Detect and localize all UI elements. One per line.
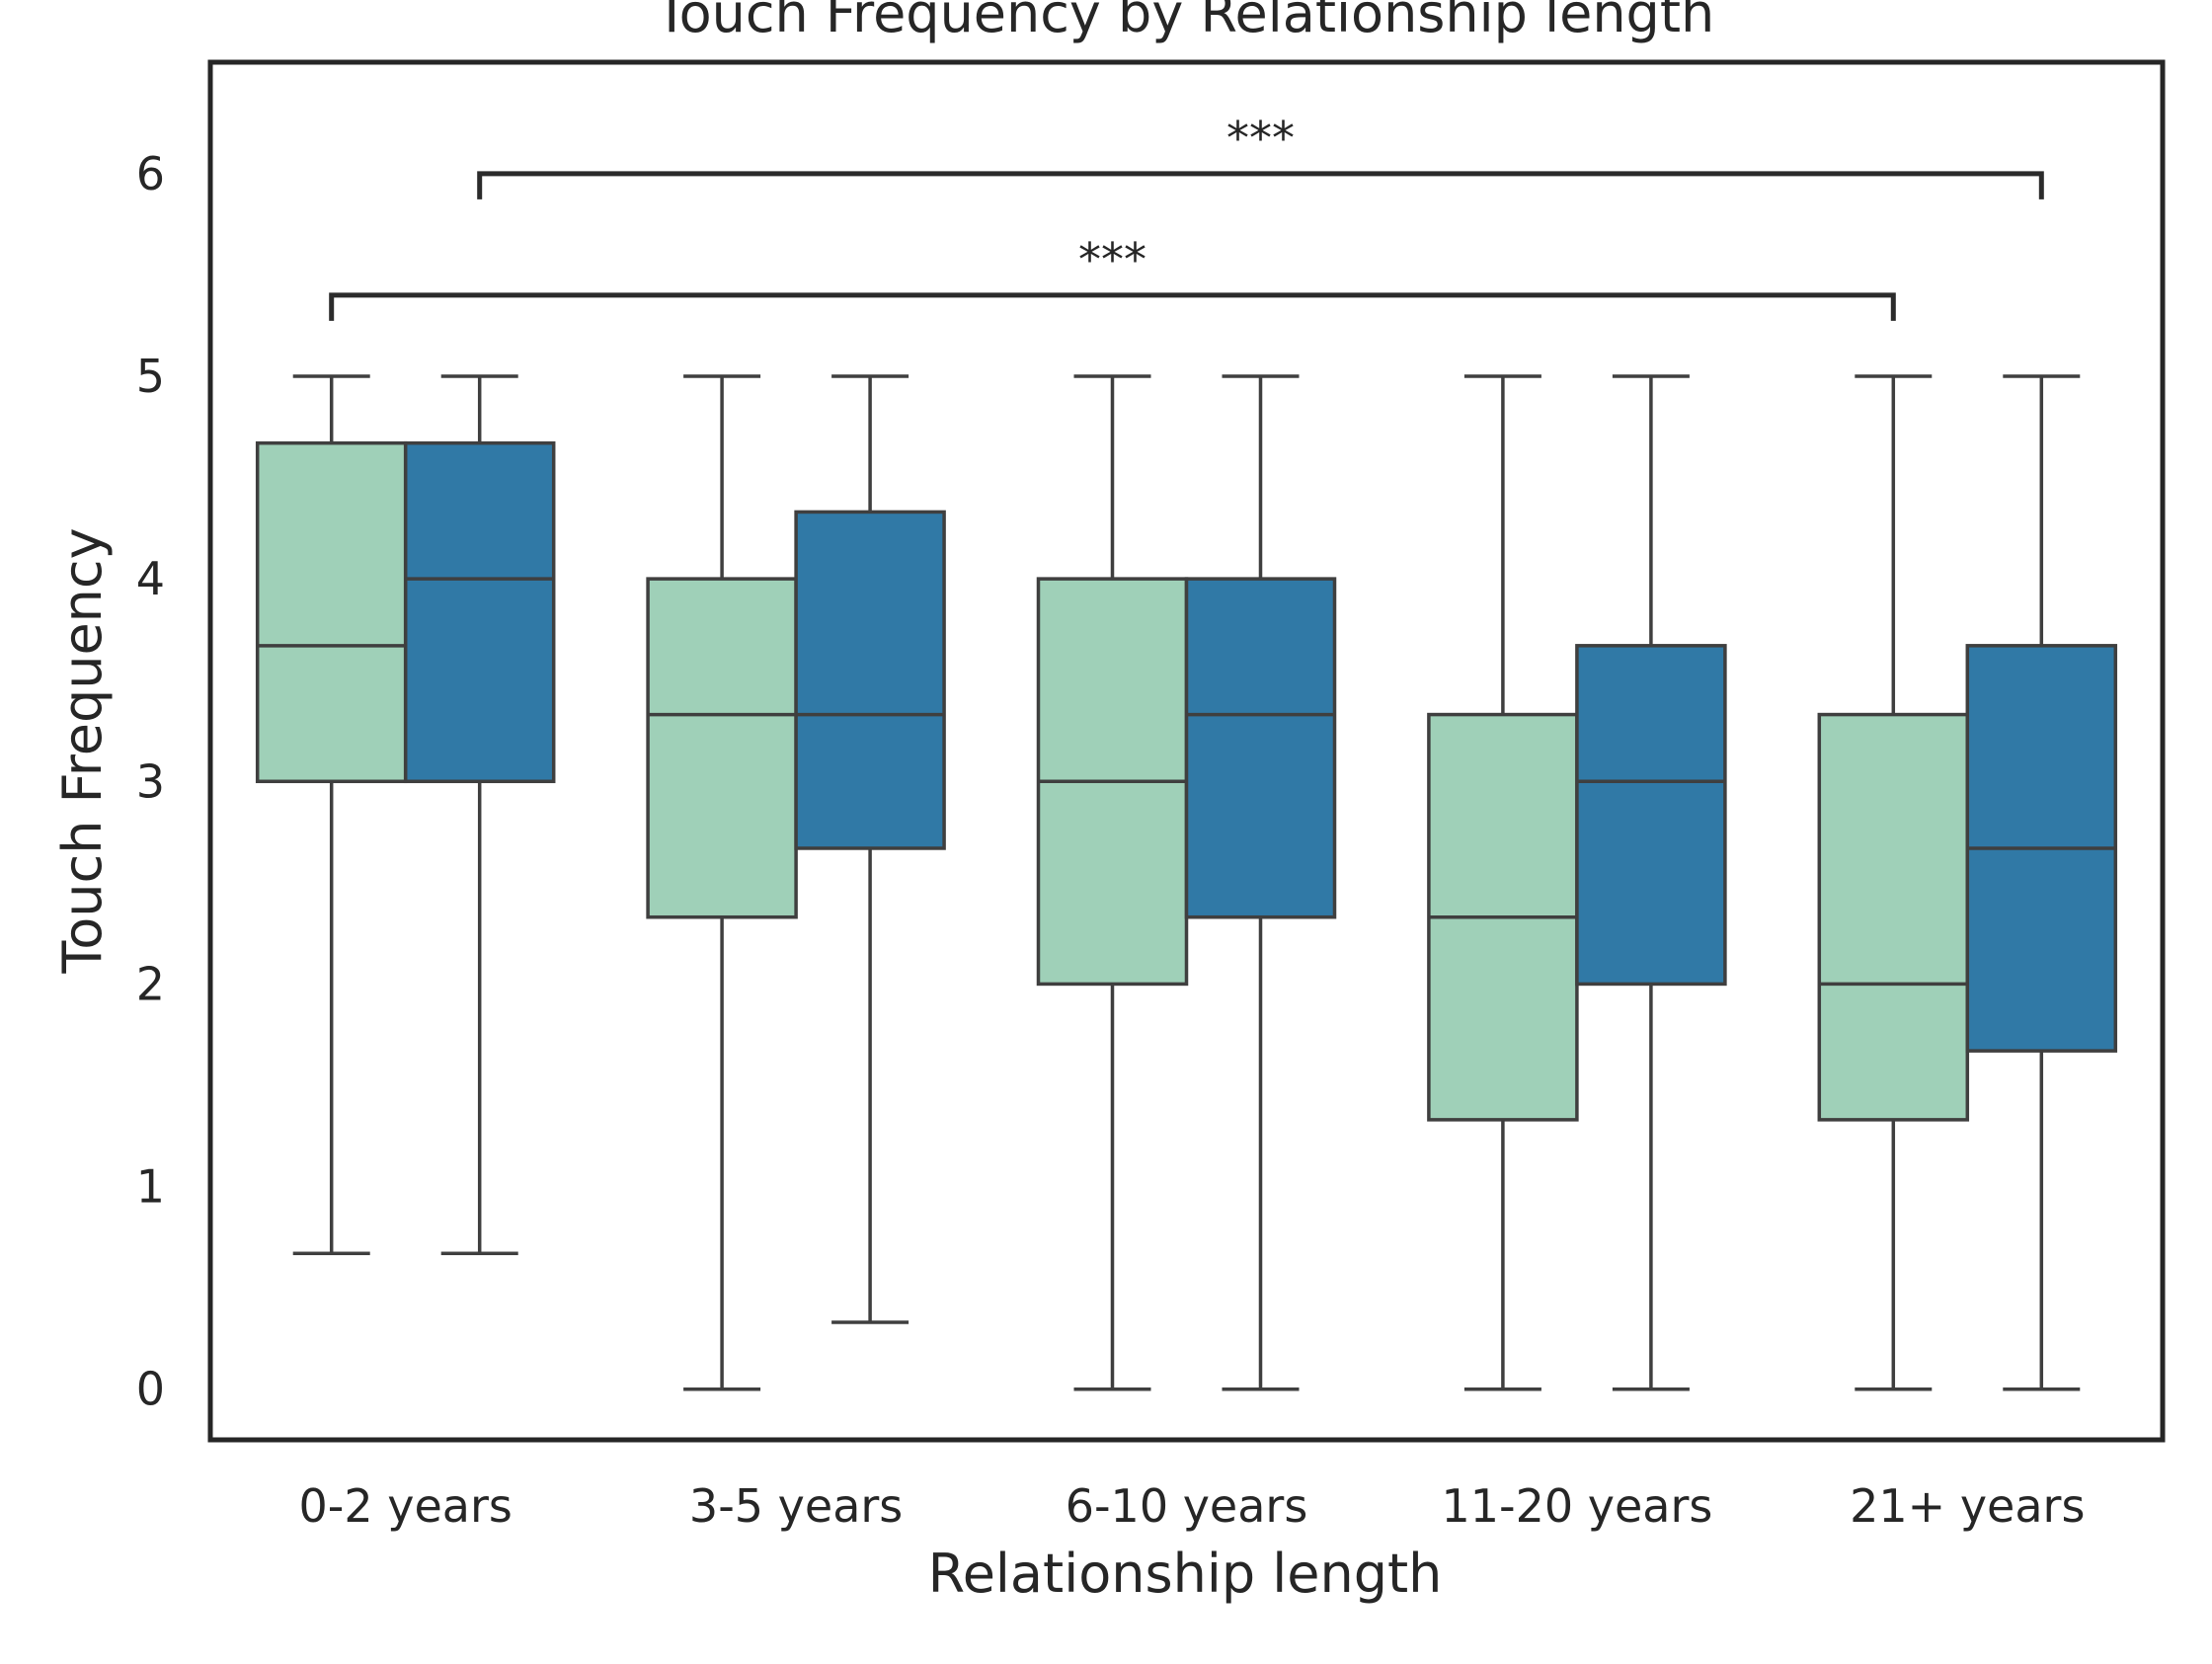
box	[255, 440, 408, 784]
box	[794, 510, 946, 850]
y-tick-label: 0	[136, 1363, 165, 1416]
x-tick-label: 6-10 years	[1066, 1479, 1308, 1533]
significance-bracket	[477, 171, 2044, 199]
y-tick-label: 5	[136, 350, 165, 403]
box	[1817, 712, 1970, 1122]
x-tick-label: 0-2 years	[299, 1479, 513, 1533]
box	[646, 577, 798, 919]
y-tick-label: 3	[136, 754, 165, 808]
plot-frame	[207, 59, 2166, 1443]
box	[1184, 577, 1337, 919]
x-tick-label: 21+ years	[1850, 1479, 2085, 1533]
y-tick-label: 2	[136, 957, 165, 1010]
y-axis-label: Touch Frequency	[51, 527, 114, 974]
box	[1575, 644, 1727, 987]
chart-title: Touch Frequency by Relationship length	[655, 0, 1714, 44]
significance-label: ***	[1226, 112, 1295, 165]
significance-label: ***	[1078, 233, 1146, 286]
y-tick-label: 4	[136, 552, 165, 605]
x-axis-label: Relationship length	[928, 1543, 1443, 1605]
x-tick-label: 11-20 years	[1441, 1479, 1712, 1533]
y-tick-label: 1	[136, 1160, 165, 1214]
significance-bracket	[329, 292, 1896, 321]
plot-area: *** *** 0 1 2 3 4 5 6 0-2 years 3-5 years 6-10 year…	[136, 59, 2166, 1533]
x-tick-label: 3-5 years	[689, 1479, 903, 1533]
y-tick-label: 6	[136, 147, 165, 200]
box	[403, 440, 556, 784]
